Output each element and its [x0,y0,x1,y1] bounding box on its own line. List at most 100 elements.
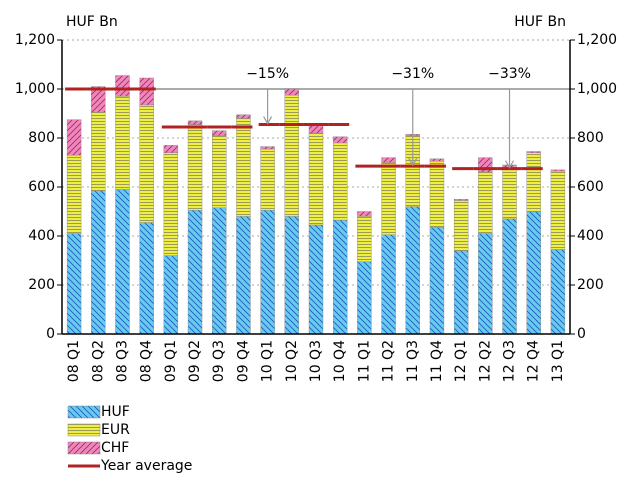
bar-segment [91,86,106,113]
bar-segment [115,75,130,97]
bar-segment [332,142,348,221]
x-tick-label: 08 Q4 [139,340,155,382]
bar-segment [66,119,82,156]
bar-segment [550,170,566,250]
y-tick-label: 1,000 [15,81,55,97]
x-tick-label: 10 Q3 [308,340,324,382]
x-tick-label: 13 Q1 [550,340,566,382]
bar-segment [502,167,517,220]
y2-axis-label: HUF Bn [514,14,566,30]
bar-segment [357,211,372,217]
legend-label: EUR [101,422,130,438]
x-tick-label: 08 Q2 [90,340,106,382]
x-tick-label: 09 Q3 [211,340,227,382]
bar-segment [453,199,469,201]
bar-segment [332,219,348,335]
annotation: −15% [246,66,289,82]
legend-label: CHF [101,440,129,456]
legend-label: Year average [100,458,192,474]
bar-segment [478,233,493,335]
bar-segment [91,190,106,335]
x-tick-label: 08 Q3 [114,340,130,382]
x-tick-label: 12 Q2 [477,340,493,382]
bar-segment [139,104,154,223]
bar-segment [284,94,300,217]
bar-segment [187,120,203,125]
x-tick-label: 12 Q3 [502,340,518,382]
bar-segment [550,169,566,172]
bar-segment [308,125,324,134]
y-tick-label: 400 [28,228,55,244]
bar-segment [284,88,300,96]
x-tick-label: 12 Q1 [453,340,469,382]
bar-segment [357,261,372,335]
bar-segment [187,210,203,335]
x-tick-label: 10 Q2 [284,340,300,382]
bar-segment [236,114,251,119]
bar-segment [260,210,275,335]
bar-segment [139,222,154,335]
y2-tick-label: 1,200 [577,32,617,48]
x-tick-label: 09 Q1 [163,340,179,382]
bar-segment [453,200,469,251]
bar-segment [478,172,493,234]
y2-tick-label: 600 [577,179,604,195]
annotation: −31% [391,66,434,82]
bar-segment [429,161,445,228]
x-tick-label: 10 Q1 [260,340,276,382]
bar-segment [405,206,420,335]
bar-segment [66,154,82,234]
bar-segment [163,152,179,256]
bar-segment [115,96,130,190]
legend-label: HUF [101,404,130,420]
bar-segment [429,227,445,335]
bar-segment [332,136,348,144]
bar-segment [236,216,251,335]
x-tick-label: 11 Q3 [405,340,421,382]
bar-segment [526,151,541,153]
legend-swatch [67,441,101,455]
bar-segment [212,207,227,335]
x-tick-label: 11 Q4 [429,340,445,382]
legend-swatch [67,423,101,437]
arrow-head [505,160,515,169]
x-tick-label: 09 Q4 [235,340,251,382]
bar-segment [212,135,227,209]
x-tick-label: 10 Q4 [332,340,348,382]
y2-tick-label: 400 [577,228,604,244]
bar-segment [308,132,324,226]
bar-segment [212,130,227,136]
y2-tick-label: 200 [577,277,604,293]
bar-segment [163,145,179,153]
bar-segment [115,189,130,335]
bar-segment [453,250,469,335]
y-tick-label: 200 [28,277,55,293]
y-tick-label: 600 [28,179,55,195]
bar-segment [429,158,445,162]
bar-segment [66,233,82,335]
y2-tick-label: 800 [577,130,604,146]
bar-segment [163,255,179,335]
arrow-head [263,116,273,125]
bar-segment [187,124,203,211]
bar-segment [91,112,106,191]
bar-segment [502,218,517,335]
bar-segment [260,146,275,150]
arrow-head [408,157,418,167]
x-tick-label: 08 Q1 [66,340,82,382]
x-tick-label: 11 Q1 [356,340,372,382]
y2-tick-label: 1,000 [577,81,617,97]
x-tick-label: 11 Q2 [381,340,397,382]
legend-swatch [67,405,101,419]
bar-segment [381,234,396,335]
bar-segment [526,152,541,212]
y-tick-label: 1,200 [15,32,55,48]
y2-tick-label: 0 [577,326,586,342]
y-tick-label: 800 [28,130,55,146]
y-axis-label: HUF Bn [66,14,118,30]
x-tick-label: 12 Q4 [526,340,542,382]
bar-segment [526,211,541,335]
bar-segment [139,77,154,106]
bar-segment [260,148,275,211]
